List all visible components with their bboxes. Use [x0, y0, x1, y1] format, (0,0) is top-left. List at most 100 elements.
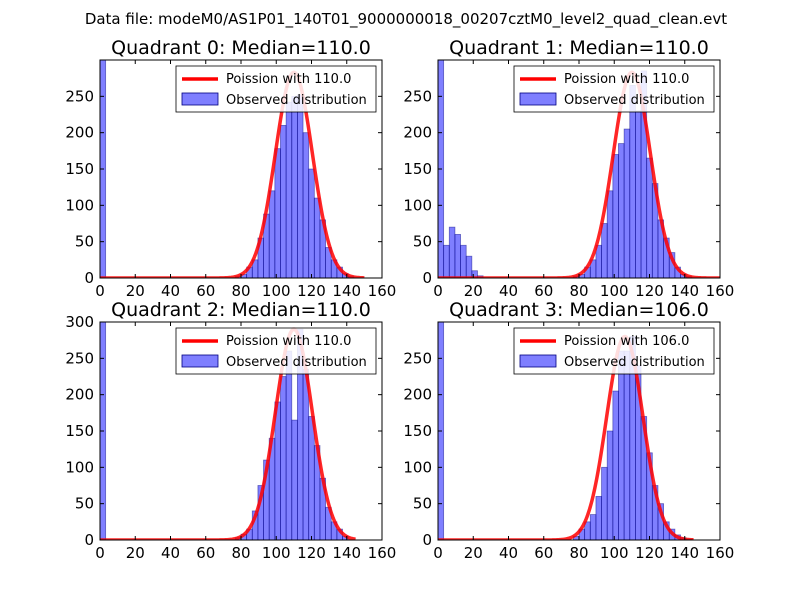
histogram-bar	[595, 244, 602, 278]
y-tick-label: 250	[403, 349, 432, 367]
x-tick-label: 40	[161, 282, 180, 300]
x-tick-label: 0	[433, 282, 443, 300]
legend: Poission with 110.0 Observed distribution	[175, 327, 377, 375]
y-tick-label: 0	[422, 269, 432, 287]
x-tick-label: 140	[332, 544, 361, 562]
legend: Poission with 106.0 Observed distribution	[513, 327, 715, 375]
y-tick-label: 0	[422, 531, 432, 549]
histogram-bar	[606, 190, 614, 278]
y-tick-label: 250	[403, 87, 432, 105]
histogram-bar	[471, 270, 478, 278]
x-tick-label: 140	[670, 544, 699, 562]
histogram-bar	[612, 390, 619, 540]
legend-label-observed: Observed distribution	[226, 355, 367, 370]
x-tick-label: 160	[368, 282, 397, 300]
histogram-bar	[635, 110, 642, 278]
y-tick-label: 200	[403, 124, 432, 142]
plot-area	[100, 60, 365, 278]
x-tick-label: 120	[635, 544, 664, 562]
histogram-bar	[296, 94, 304, 278]
x-tick-label: 60	[534, 544, 553, 562]
histogram-bar	[612, 154, 619, 278]
histogram-bar	[280, 125, 287, 278]
x-tick-label: 0	[95, 282, 105, 300]
histogram-bar	[308, 168, 315, 278]
x-tick-label: 40	[499, 282, 518, 300]
x-tick-label: 160	[368, 544, 397, 562]
y-tick-label: 0	[84, 269, 94, 287]
legend-label-observed: Observed distribution	[564, 355, 705, 370]
histogram-bar	[465, 255, 473, 278]
y-tick-label: 50	[413, 495, 432, 513]
histogram-bar	[291, 95, 298, 278]
legend-label-poisson: Poission with 110.0	[564, 72, 689, 87]
histogram-bar	[308, 416, 315, 540]
legend-bar-swatch	[181, 92, 219, 106]
y-tick-label: 150	[65, 422, 94, 440]
histogram-bar	[595, 495, 602, 540]
x-tick-label: 0	[95, 544, 105, 562]
y-tick-label: 150	[403, 160, 432, 178]
chart-panel-2: 0 20 40 60 80 100 120 140 160 0 50 100 150 200 250 300 Q…	[65, 299, 396, 562]
poisson-curve	[438, 334, 694, 540]
legend-bar-swatch	[519, 354, 557, 368]
histogram-bar	[313, 197, 321, 278]
y-tick-label: 100	[403, 458, 432, 476]
y-tick-label: 250	[65, 87, 94, 105]
x-tick-label: 20	[464, 544, 483, 562]
legend-label-observed: Observed distribution	[564, 93, 705, 108]
histogram-bar	[629, 85, 636, 278]
x-tick-label: 20	[126, 544, 145, 562]
histogram-bar	[606, 430, 614, 540]
x-tick-label: 100	[600, 282, 629, 300]
histogram-bar	[454, 233, 461, 278]
histogram-bar	[268, 190, 276, 278]
y-tick-label: 150	[65, 160, 94, 178]
histogram-bar	[280, 376, 287, 540]
x-tick-label: 140	[332, 282, 361, 300]
y-tick-label: 200	[403, 386, 432, 404]
y-tick-label: 100	[65, 196, 94, 214]
x-tick-label: 80	[569, 544, 588, 562]
figure-title: Data file: modeM0/AS1P01_140T01_90000000…	[85, 10, 727, 29]
legend-bar-swatch	[519, 92, 557, 106]
y-tick-label: 250	[65, 349, 94, 367]
x-tick-label: 140	[670, 282, 699, 300]
y-tick-label: 200	[65, 124, 94, 142]
histogram-bar	[291, 419, 298, 540]
y-tick-label: 100	[65, 458, 94, 476]
histogram-bar	[623, 128, 631, 278]
x-tick-label: 100	[600, 544, 629, 562]
chart-panel-0: 0 20 40 60 80 100 120 140 160 0 50 100 150 200 250 Quad…	[65, 37, 396, 300]
x-tick-label: 60	[196, 544, 215, 562]
legend-label-poisson: Poission with 110.0	[226, 334, 351, 349]
y-tick-label: 150	[403, 422, 432, 440]
x-tick-label: 100	[262, 282, 291, 300]
histogram-bar	[302, 368, 310, 540]
legend: Poission with 110.0 Observed distribution	[513, 65, 715, 113]
histogram-bar	[443, 244, 450, 278]
x-tick-label: 20	[126, 282, 145, 300]
x-tick-label: 40	[161, 544, 180, 562]
y-tick-label: 100	[403, 196, 432, 214]
chart-title: Quadrant 0: Median=110.0	[111, 37, 371, 59]
x-tick-label: 120	[297, 544, 326, 562]
histogram-bar	[274, 401, 281, 540]
x-tick-label: 120	[297, 282, 326, 300]
histogram-bar	[460, 244, 467, 278]
histogram-bar	[601, 223, 608, 278]
x-tick-label: 120	[635, 282, 664, 300]
histogram-bar	[274, 148, 281, 278]
chart-title: Quadrant 2: Median=110.0	[111, 299, 371, 321]
legend-label-observed: Observed distribution	[226, 93, 367, 108]
x-tick-label: 80	[231, 282, 250, 300]
histogram-bar	[646, 157, 653, 278]
y-tick-label: 0	[84, 531, 94, 549]
histogram-bar	[448, 226, 456, 278]
legend-label-poisson: Poission with 106.0	[564, 334, 689, 349]
x-tick-label: 40	[499, 544, 518, 562]
chart-title: Quadrant 1: Median=110.0	[449, 37, 709, 59]
histogram-bar	[618, 143, 625, 278]
legend-label-poisson: Poission with 110.0	[226, 72, 351, 87]
